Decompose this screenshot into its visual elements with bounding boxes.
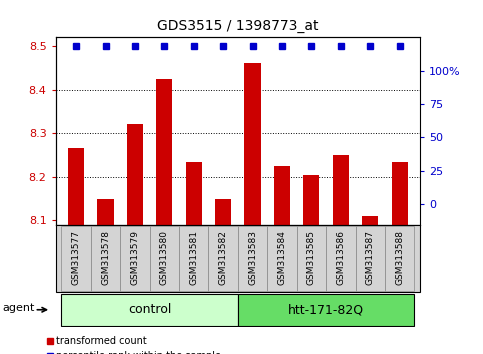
Bar [274,166,290,225]
Bar [244,63,261,225]
FancyBboxPatch shape [209,226,238,291]
FancyBboxPatch shape [150,226,179,291]
Text: GSM313588: GSM313588 [395,230,404,285]
FancyBboxPatch shape [91,226,120,291]
FancyBboxPatch shape [326,226,355,291]
Bar [303,175,319,225]
Bar [215,200,231,225]
FancyBboxPatch shape [385,226,414,291]
Bar [392,161,408,225]
Text: GSM313584: GSM313584 [278,230,286,285]
Text: GSM313578: GSM313578 [101,230,110,285]
FancyBboxPatch shape [56,225,420,292]
FancyBboxPatch shape [61,294,238,326]
Text: GSM313580: GSM313580 [160,230,169,285]
Text: GSM313586: GSM313586 [336,230,345,285]
FancyBboxPatch shape [238,294,414,326]
Text: control: control [128,303,171,316]
Title: GDS3515 / 1398773_at: GDS3515 / 1398773_at [157,19,319,33]
Bar [362,216,378,225]
Bar [156,79,172,225]
FancyBboxPatch shape [179,226,209,291]
FancyBboxPatch shape [297,226,326,291]
Text: GSM313582: GSM313582 [219,230,227,285]
Bar [98,200,114,225]
FancyBboxPatch shape [267,226,297,291]
FancyBboxPatch shape [120,226,150,291]
Text: GSM313587: GSM313587 [366,230,375,285]
Text: agent: agent [3,303,35,313]
Text: GSM313581: GSM313581 [189,230,198,285]
FancyBboxPatch shape [238,226,267,291]
Bar [127,125,143,225]
Text: GSM313585: GSM313585 [307,230,316,285]
Text: GSM313579: GSM313579 [130,230,140,285]
Bar [185,161,202,225]
Text: GSM313577: GSM313577 [71,230,81,285]
Text: GSM313583: GSM313583 [248,230,257,285]
Bar [333,155,349,225]
FancyBboxPatch shape [61,226,91,291]
FancyBboxPatch shape [355,226,385,291]
Legend: transformed count, percentile rank within the sample: transformed count, percentile rank withi… [43,332,225,354]
Bar [68,148,84,225]
Text: htt-171-82Q: htt-171-82Q [288,303,364,316]
